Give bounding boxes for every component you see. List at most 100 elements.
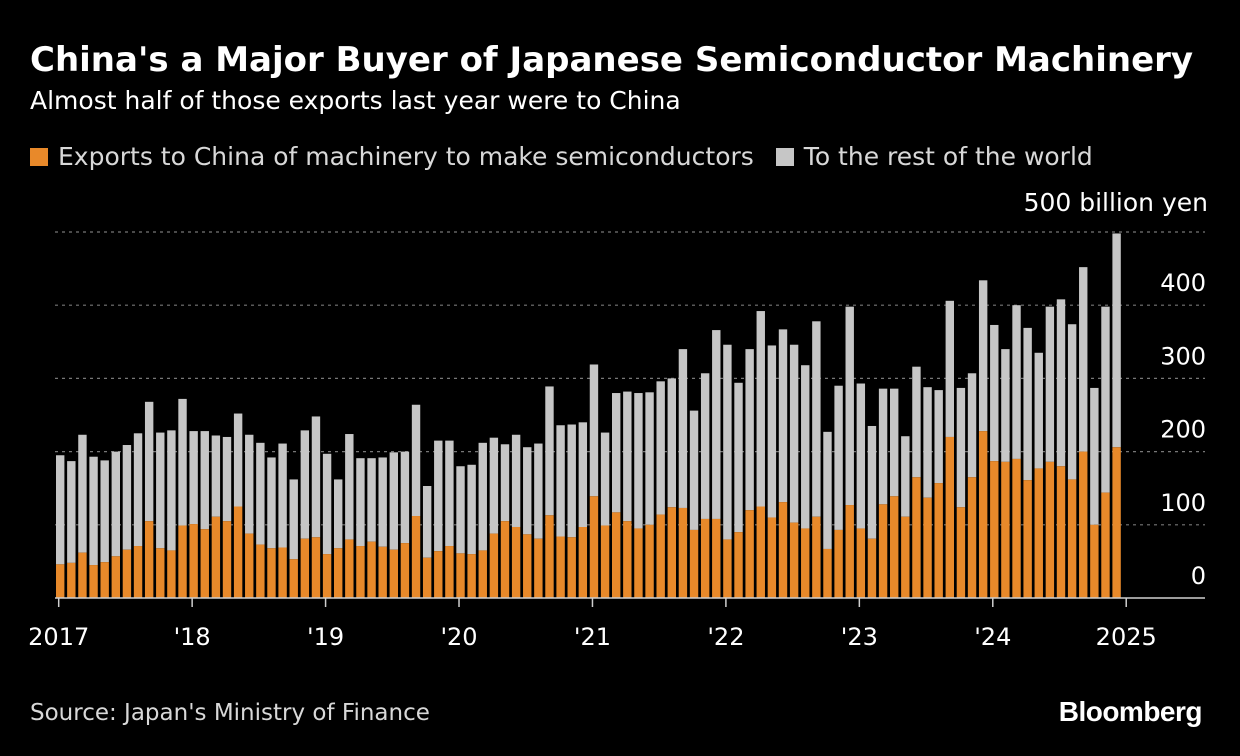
bar-rest-of-world bbox=[867, 425, 877, 539]
legend-swatch-china bbox=[30, 147, 48, 166]
bar-china bbox=[467, 554, 476, 598]
bar-china bbox=[789, 522, 799, 598]
bar-rest-of-world bbox=[845, 306, 854, 506]
bar-china bbox=[422, 557, 432, 598]
bar-china bbox=[956, 507, 966, 598]
bar-china bbox=[111, 556, 120, 598]
bar-rest-of-world bbox=[345, 434, 354, 540]
bar-rest-of-world bbox=[1079, 267, 1088, 452]
bar-rest-of-world bbox=[545, 386, 554, 516]
bar-rest-of-world bbox=[1112, 233, 1121, 448]
bar-china bbox=[1012, 458, 1021, 598]
x-tick-label: '20 bbox=[440, 623, 477, 651]
bar-china bbox=[612, 512, 621, 598]
bar-rest-of-world bbox=[78, 434, 87, 553]
bar-rest-of-world bbox=[122, 445, 132, 550]
bar-china bbox=[700, 518, 710, 598]
bar-rest-of-world bbox=[222, 436, 232, 522]
bar-rest-of-world bbox=[111, 451, 120, 557]
bar-rest-of-world bbox=[823, 431, 832, 549]
legend-label-rest: To the rest of the world bbox=[803, 142, 1093, 171]
bar-rest-of-world bbox=[334, 479, 343, 549]
bar-rest-of-world bbox=[656, 381, 665, 515]
bar-china bbox=[144, 521, 154, 598]
bar-rest-of-world bbox=[156, 432, 165, 549]
bar-rest-of-world bbox=[400, 451, 410, 544]
bar-china bbox=[189, 524, 198, 598]
bar-china bbox=[233, 506, 243, 598]
bar-china bbox=[322, 554, 332, 598]
bar-china bbox=[767, 517, 777, 598]
bar-china bbox=[89, 565, 98, 598]
bar-rest-of-world bbox=[645, 392, 654, 525]
bar-china bbox=[812, 516, 821, 598]
bar-china bbox=[278, 547, 287, 598]
bar-china bbox=[211, 516, 221, 598]
bar-china bbox=[834, 529, 843, 598]
legend-item-rest: To the rest of the world bbox=[775, 142, 1093, 171]
bar-china bbox=[256, 544, 265, 598]
y-axis-unit-label: 500 billion yen bbox=[1023, 188, 1208, 217]
bar-china bbox=[990, 461, 999, 598]
bar-rest-of-world bbox=[500, 444, 510, 522]
bar-rest-of-world bbox=[133, 433, 143, 547]
bar-china bbox=[300, 538, 310, 598]
x-tick-label: '24 bbox=[974, 623, 1011, 651]
bar-china bbox=[867, 538, 877, 598]
bar-china bbox=[778, 502, 788, 598]
bar-china bbox=[912, 477, 921, 598]
bar-rest-of-world bbox=[67, 461, 76, 563]
bar-china bbox=[923, 497, 932, 598]
x-tick-label: '21 bbox=[574, 623, 611, 651]
bar-china bbox=[712, 518, 721, 598]
bar-rest-of-world bbox=[178, 398, 187, 526]
bar-china bbox=[634, 528, 643, 598]
bar-china bbox=[756, 506, 765, 598]
bar-rest-of-world bbox=[256, 442, 265, 545]
bar-china bbox=[356, 546, 365, 598]
bar-china bbox=[534, 538, 543, 598]
bar-china bbox=[200, 529, 209, 598]
bar-china bbox=[934, 483, 943, 598]
bar-rest-of-world bbox=[267, 457, 276, 549]
bar-rest-of-world bbox=[834, 385, 843, 530]
bar-rest-of-world bbox=[523, 447, 532, 535]
bar-rest-of-world bbox=[712, 330, 721, 519]
bar-rest-of-world bbox=[411, 404, 421, 517]
bar-china bbox=[1112, 447, 1121, 598]
bar-china bbox=[801, 528, 810, 598]
bar-china bbox=[133, 546, 143, 598]
bar-china bbox=[245, 533, 254, 598]
bar-rest-of-world bbox=[600, 432, 610, 526]
bar-china bbox=[1090, 524, 1099, 598]
bar-rest-of-world bbox=[1023, 327, 1032, 481]
bar-rest-of-world bbox=[1067, 324, 1077, 480]
bar-china bbox=[345, 539, 354, 598]
bar-rest-of-world bbox=[934, 390, 943, 484]
legend-swatch-rest bbox=[775, 147, 794, 166]
bar-china bbox=[411, 516, 421, 598]
bar-rest-of-world bbox=[1101, 306, 1110, 493]
y-tick-label: 0 bbox=[1191, 562, 1206, 590]
bar-china bbox=[600, 525, 610, 598]
bar-rest-of-world bbox=[278, 443, 287, 548]
bar-china bbox=[856, 528, 866, 598]
bar-china bbox=[623, 521, 632, 598]
bar-rest-of-world bbox=[967, 373, 977, 478]
bar-rest-of-world bbox=[434, 440, 443, 552]
bar-rest-of-world bbox=[678, 349, 688, 508]
bar-china bbox=[489, 533, 499, 598]
bar-rest-of-world bbox=[89, 456, 98, 566]
bar-rest-of-world bbox=[378, 457, 387, 547]
bar-rest-of-world bbox=[667, 378, 676, 508]
bar-rest-of-world bbox=[700, 373, 710, 519]
x-tick-label: 2025 bbox=[1096, 623, 1157, 651]
bar-china bbox=[434, 551, 443, 598]
bar-rest-of-world bbox=[311, 416, 321, 538]
bar-rest-of-world bbox=[990, 324, 999, 462]
legend-item-china: Exports to China of machinery to make se… bbox=[30, 142, 754, 171]
bar-rest-of-world bbox=[1056, 299, 1066, 467]
bar-rest-of-world bbox=[167, 430, 176, 551]
bar-china bbox=[545, 515, 554, 598]
bar-china bbox=[1001, 461, 1010, 598]
